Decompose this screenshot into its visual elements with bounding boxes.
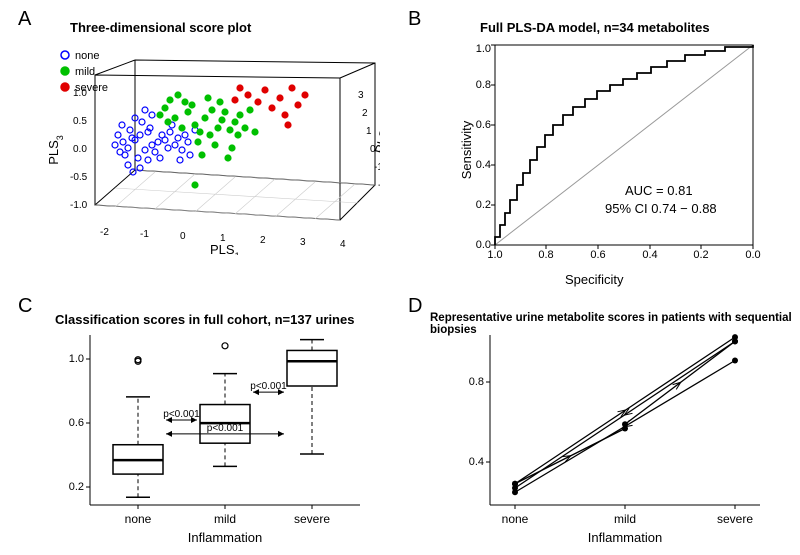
axisD-ytick: 0.8 xyxy=(469,376,484,388)
legend-item-label: none xyxy=(75,50,99,62)
axisA-y-tick: -1 xyxy=(374,162,380,173)
axisA-x-tick: 2 xyxy=(260,235,266,246)
panel-b-title: Full PLS-DA model, n=34 metabolites xyxy=(480,20,710,35)
axisB-xtick: 0.4 xyxy=(642,249,657,260)
panel-c-boxplot: p<0.001 p<0.001 p<0.001 0.2 0.6 1.0 none m… xyxy=(40,330,380,545)
axisA-y-tick: 2 xyxy=(362,108,368,119)
pvalue-label: p<0.001 xyxy=(207,423,244,434)
axisB-xtick: 0.6 xyxy=(590,249,605,260)
axisA-x-tick: 0 xyxy=(180,231,186,242)
axisB-ytick: 0.8 xyxy=(476,79,491,91)
axisA-z-tick: 0.5 xyxy=(73,116,87,127)
panel-c-label: C xyxy=(18,295,32,318)
panel-d-slopegraph: 0.4 0.8 none mild severe Inflammation xyxy=(440,330,780,545)
axisB-xlabel: Specificity xyxy=(565,272,624,287)
axisA-x-tick: -2 xyxy=(100,227,109,238)
roc-annotation-auc: AUC = 0.81 xyxy=(625,183,693,198)
panel-b-label: B xyxy=(408,8,421,31)
axisB-ytick: 0.4 xyxy=(476,159,491,171)
panel-b-roc: AUC = 0.81 95% CI 0.74 − 0.88 0.0 0.2 0.… xyxy=(455,40,775,260)
axisD-xlabel: Inflammation xyxy=(588,530,662,545)
panel-d-label: D xyxy=(408,295,422,318)
pvalue-label: p<0.001 xyxy=(163,409,200,420)
axisC-ytick: 1.0 xyxy=(69,353,84,365)
axisD-cat: none xyxy=(502,512,529,526)
axisA-y-tick: 3 xyxy=(358,90,364,101)
axisB-ytick: 0.2 xyxy=(476,199,491,211)
axisA-x-tick: 4 xyxy=(340,239,346,250)
axisA-z-label: PLS3 xyxy=(46,135,65,165)
axisC-xlabel: Inflammation xyxy=(188,530,262,545)
axisD-cat: mild xyxy=(614,512,636,526)
axisB-xtick: 0.2 xyxy=(693,249,708,260)
axisC-ytick: 0.6 xyxy=(69,417,84,429)
legend-item-label: mild xyxy=(75,66,95,78)
axisA-y-tick: 1 xyxy=(366,126,372,137)
axisA-x-label: PLS1 xyxy=(210,242,240,255)
axisC-cat: severe xyxy=(294,512,330,526)
axisB-ytick: 1.0 xyxy=(476,43,491,55)
axisB-xtick: 1.0 xyxy=(487,249,502,260)
axisB-ylabel: Sensitivity xyxy=(459,120,474,179)
axisA-z-tick: 0.0 xyxy=(73,144,87,155)
panel-c-title: Classification scores in full cohort, n=… xyxy=(55,312,354,327)
axisD-cat: severe xyxy=(717,512,753,526)
axisC-cat: mild xyxy=(214,512,236,526)
panel-a-3d-scatter: nonemildsevere -2 -1 0 1 2 3 4 -1.0 -0.5… xyxy=(40,40,380,255)
panel-a-title: Three-dimensional score plot xyxy=(70,20,251,35)
axisA-x-tick: 3 xyxy=(300,237,306,248)
axisB-ytick: 0.6 xyxy=(476,119,491,131)
axisB-xtick: 0.8 xyxy=(538,249,553,260)
roc-annotation-ci: 95% CI 0.74 − 0.88 xyxy=(605,201,717,216)
panel-a-label: A xyxy=(18,8,31,31)
axisA-z-tick: -1.0 xyxy=(70,200,88,211)
pvalue-label: p<0.001 xyxy=(250,381,287,392)
axisC-cat: none xyxy=(125,512,152,526)
axisA-x-tick: -1 xyxy=(140,229,149,240)
axisD-ytick: 0.4 xyxy=(469,456,484,468)
axisA-z-tick: -0.5 xyxy=(70,172,88,183)
axisB-xtick: 0.0 xyxy=(745,249,760,260)
axisC-ytick: 0.2 xyxy=(69,481,84,493)
axisA-y-label: PLS2 xyxy=(372,123,380,156)
axisA-z-tick: 1.0 xyxy=(73,88,87,99)
axisA-y-tick: -2 xyxy=(378,180,380,191)
